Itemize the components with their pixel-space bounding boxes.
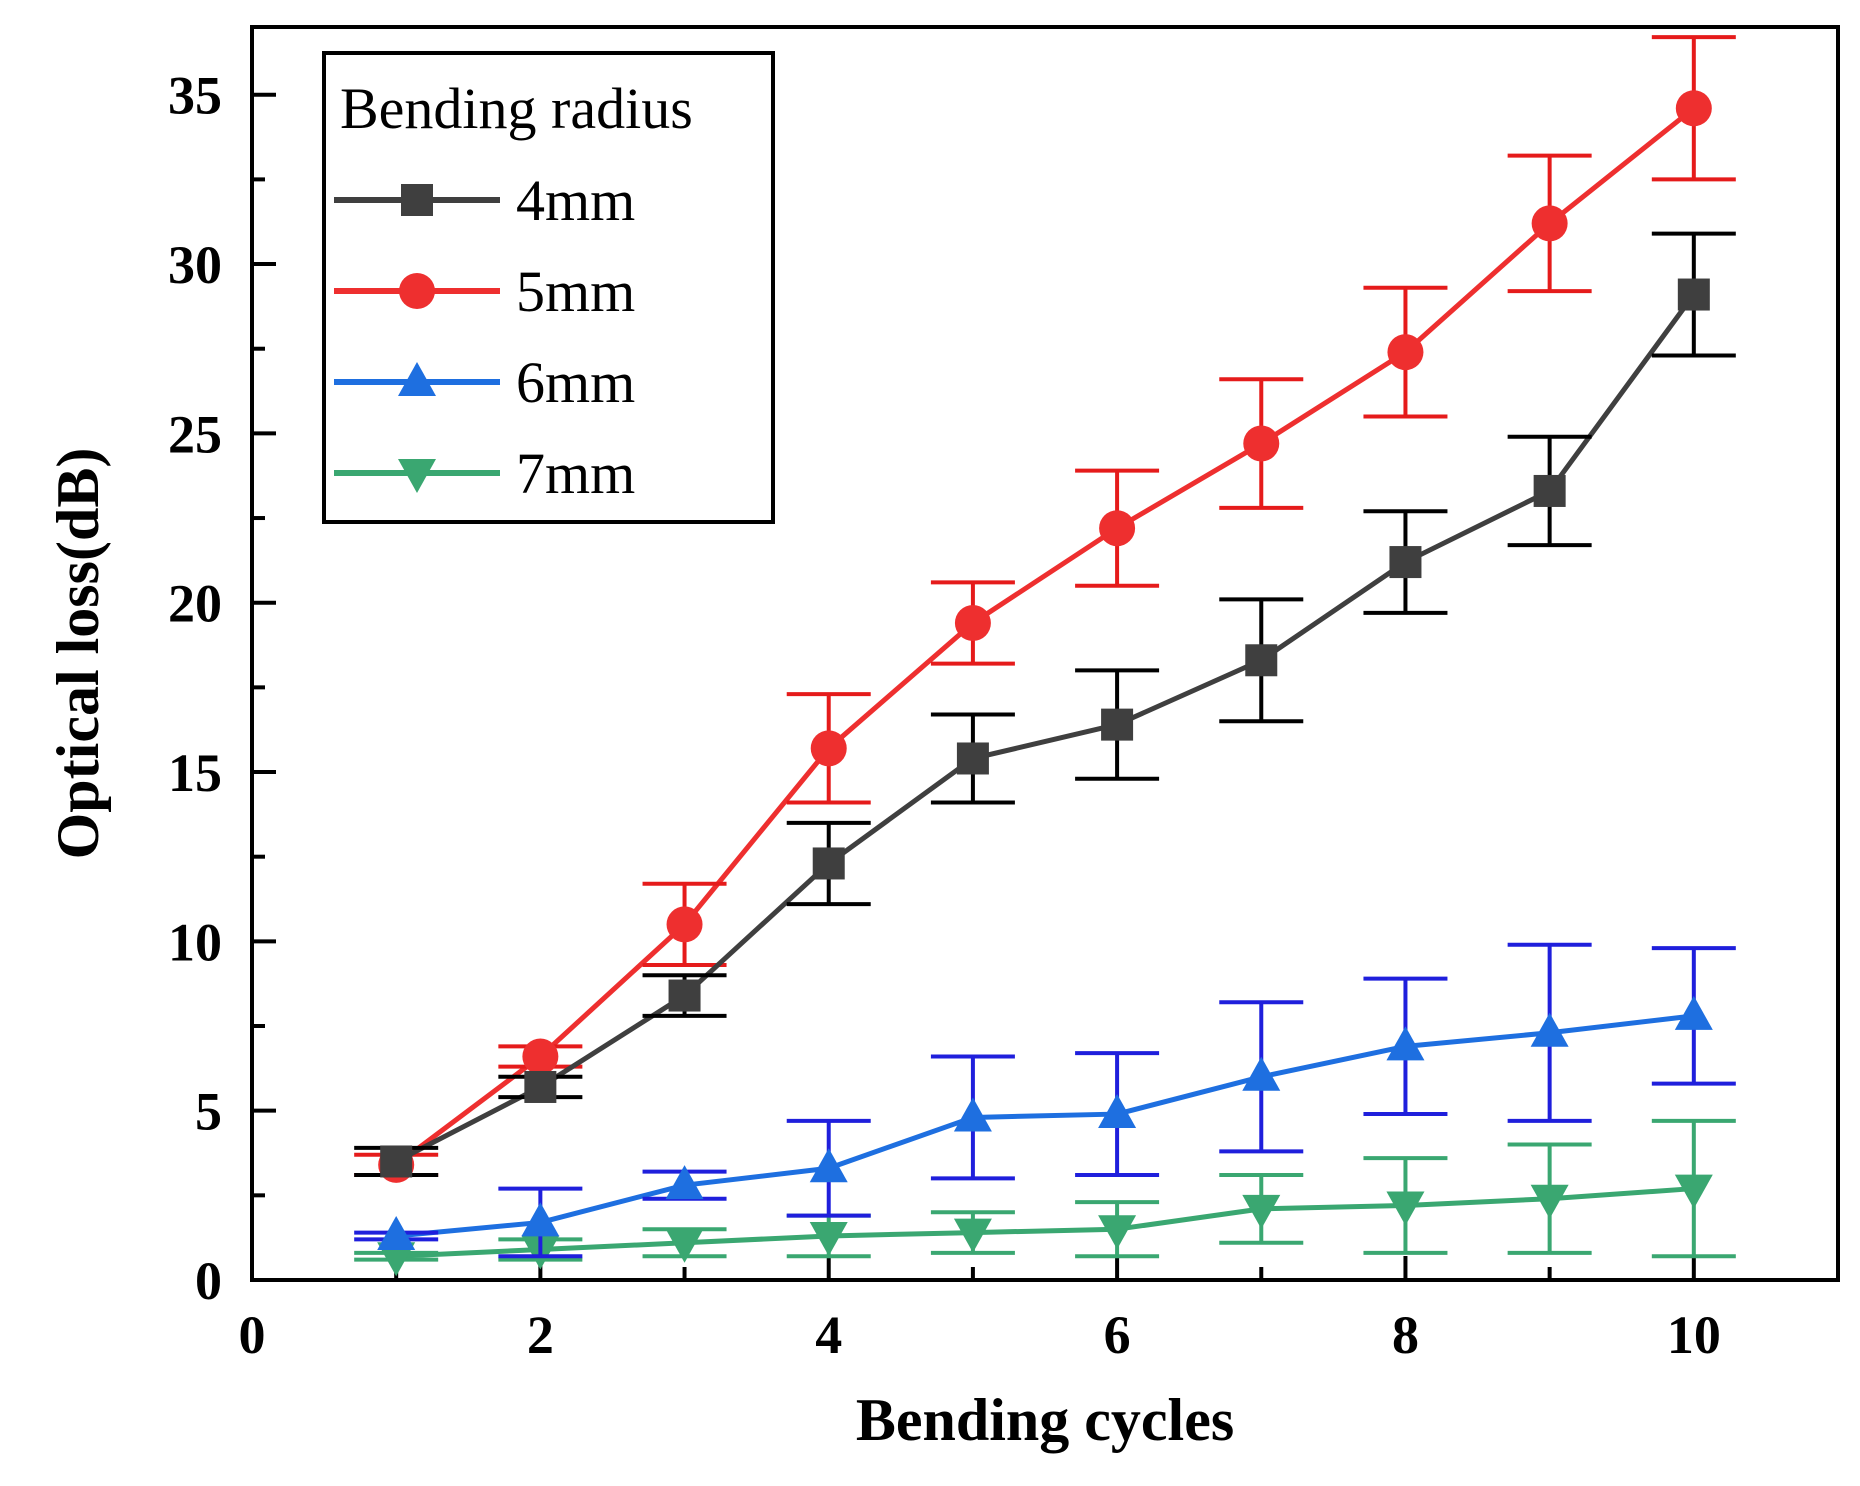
- y-tick-label: 0: [195, 1251, 222, 1311]
- data-point: [1531, 205, 1568, 242]
- legend-marker: [398, 459, 436, 493]
- data-point: [1101, 708, 1134, 741]
- data-point: [524, 1070, 557, 1103]
- data-point: [1098, 1215, 1137, 1250]
- legend-marker: [401, 184, 433, 216]
- series-line-7mm: [396, 1186, 1694, 1259]
- legend-marker: [399, 273, 435, 309]
- data-point: [953, 1218, 992, 1253]
- series-line-4mm: [395, 293, 1696, 1164]
- data-point: [1098, 1094, 1137, 1129]
- series-6mm: [354, 942, 1736, 1259]
- axes: 0 5 10 15 20 25 30 35 0 2 4 6 8 10: [168, 25, 1840, 1365]
- data-point: [1530, 1012, 1569, 1047]
- x-tick-label: 2: [527, 1305, 554, 1365]
- y-tick-label: 30: [168, 235, 222, 295]
- y-tick-label: 35: [168, 66, 222, 126]
- data-point: [1674, 1174, 1713, 1209]
- y-tick-label: 10: [168, 912, 222, 972]
- series-5mm: [354, 35, 1736, 1183]
- data-point: [953, 1097, 992, 1132]
- data-point: [380, 1145, 413, 1178]
- legend-box: [322, 51, 775, 524]
- data-point: [522, 1038, 559, 1075]
- data-point: [665, 1165, 704, 1200]
- data-point: [665, 1228, 704, 1263]
- legend-label: 7mm: [516, 441, 635, 506]
- data-point: [812, 847, 845, 880]
- y-tick-label: 25: [168, 404, 222, 464]
- plot-frame: [250, 25, 1840, 1282]
- series-layer: [354, 35, 1736, 1277]
- data-point: [1245, 644, 1278, 677]
- legend-title: Bending radius: [340, 76, 693, 141]
- x-tick-label: 6: [1104, 1305, 1131, 1365]
- data-point: [377, 1242, 416, 1277]
- data-point: [1533, 474, 1566, 507]
- data-point: [1530, 1184, 1569, 1219]
- data-point: [1243, 425, 1280, 462]
- y-tick-label: 5: [195, 1082, 222, 1142]
- y-tick-label: 15: [168, 743, 222, 803]
- data-point: [1386, 1026, 1425, 1061]
- series-4mm: [354, 231, 1736, 1178]
- data-point: [810, 730, 847, 767]
- x-tick-label: 10: [1667, 1305, 1721, 1365]
- data-point: [809, 1148, 848, 1183]
- data-point: [1674, 995, 1713, 1030]
- data-point: [1099, 510, 1136, 547]
- legend-label: 4mm: [516, 168, 635, 233]
- data-point: [1387, 334, 1424, 371]
- data-point: [1242, 1194, 1281, 1229]
- data-point: [377, 1215, 416, 1250]
- data-point: [954, 605, 991, 642]
- data-point: [668, 979, 701, 1012]
- data-point: [1677, 278, 1710, 311]
- data-point: [1389, 546, 1422, 579]
- data-point: [1675, 90, 1712, 127]
- y-tick-label: 20: [168, 574, 222, 634]
- data-point: [521, 1202, 560, 1237]
- data-point: [809, 1221, 848, 1256]
- series-line-6mm: [395, 1013, 1695, 1239]
- legend-marker: [398, 362, 436, 396]
- data-point: [956, 742, 989, 775]
- series-line-5mm: [394, 106, 1696, 1167]
- y-axis-title: Optical loss(dB): [45, 448, 111, 860]
- data-point: [1242, 1056, 1281, 1091]
- x-tick-label: 4: [815, 1305, 842, 1365]
- legend: Bending radius 4mm 5mm 6mm 7mm: [322, 51, 775, 524]
- x-tick-label: 0: [239, 1305, 266, 1365]
- legend-label: 6mm: [516, 350, 635, 415]
- series-7mm: [354, 1118, 1736, 1277]
- x-axis-title: Bending cycles: [856, 1387, 1234, 1453]
- data-point: [1386, 1191, 1425, 1226]
- x-tick-label: 8: [1392, 1305, 1419, 1365]
- legend-label: 5mm: [516, 259, 635, 324]
- data-point: [666, 906, 703, 943]
